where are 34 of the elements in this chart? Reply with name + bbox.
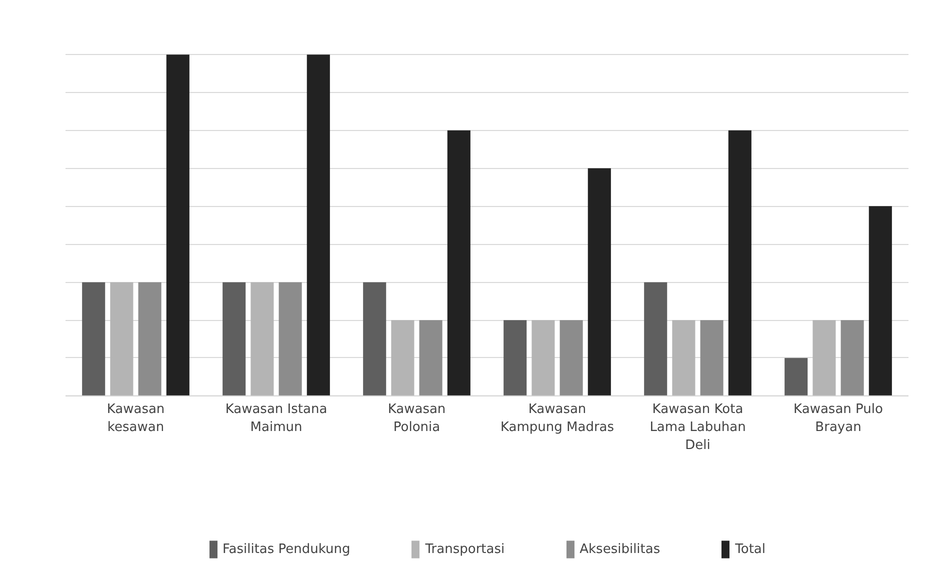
x-tick-label: Kawasan Pulo Brayan [794,402,883,435]
bar [728,130,752,396]
bar [868,206,892,396]
x-tick-label: Kawasan Polonia [388,402,446,435]
bar [588,168,611,396]
legend-label: Fasilitas Pendukung [222,542,350,556]
bar [644,282,668,396]
bar [560,320,583,396]
bar [840,320,864,396]
x-tick-label: Kawasan Kampung Madras [500,402,614,435]
bar [504,320,527,396]
bar [110,282,134,396]
bar [82,282,106,396]
bar [532,320,555,396]
bar [419,320,442,396]
bar [166,54,190,396]
bar [812,320,836,396]
bar [672,320,696,396]
bar [700,320,724,396]
x-tick-label: Kawasan Istana Maimun [225,402,328,435]
bar [784,358,808,396]
legend-label: Aksesibilitas [580,542,660,556]
legend-label: Total [735,542,766,556]
bar [363,282,386,396]
bar [306,54,330,396]
bar [222,282,246,396]
bar [138,282,162,396]
bar [250,282,274,396]
bar [447,130,470,396]
x-tick-label: Kawasan Kota Lama Labuhan Deli [650,402,746,453]
x-tick-label: Kawasan kesawan [106,402,165,435]
bar [278,282,302,396]
legend-label: Transportasi [425,542,505,556]
bar [391,320,414,396]
